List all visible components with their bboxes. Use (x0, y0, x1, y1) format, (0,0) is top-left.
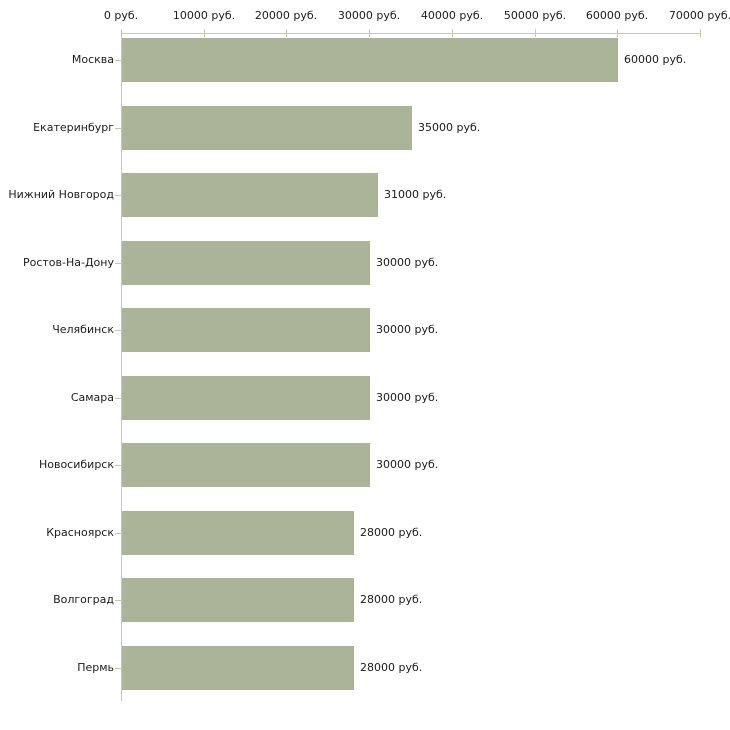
category-label: Самара (70, 391, 114, 404)
x-axis-tick-label: 70000 руб. (668, 9, 730, 22)
category-tick (115, 60, 121, 61)
x-axis-tick-label: 10000 руб. (172, 9, 236, 22)
category-label: Волгоград (53, 593, 114, 606)
x-axis-tick (121, 29, 122, 37)
bar-9 (122, 646, 354, 690)
category-tick (115, 398, 121, 399)
bar-value-label: 28000 руб. (360, 661, 423, 674)
category-label: Челябинск (52, 323, 114, 336)
bar-value-label: 28000 руб. (360, 526, 423, 539)
bar-5 (122, 376, 370, 420)
category-tick (115, 263, 121, 264)
bar-value-label: 35000 руб. (418, 121, 481, 134)
category-tick (115, 600, 121, 601)
y-axis-line (121, 33, 122, 701)
bar-value-label: 30000 руб. (376, 323, 439, 336)
category-label: Ростов-На-Дону (22, 256, 114, 269)
bar-value-label: 30000 руб. (376, 458, 439, 471)
bar-4 (122, 308, 370, 352)
bar-value-label: 60000 руб. (624, 53, 687, 66)
category-label: Нижний Новгород (8, 188, 114, 201)
bar-7 (122, 511, 354, 555)
x-axis-tick (535, 29, 536, 37)
category-tick (115, 465, 121, 466)
x-axis-tick (452, 29, 453, 37)
x-axis-tick (617, 29, 618, 37)
bar-value-label: 31000 руб. (384, 188, 447, 201)
x-axis-line (121, 33, 701, 34)
x-axis-tick-label: 20000 руб. (254, 9, 318, 22)
x-axis-tick (369, 29, 370, 37)
bar-8 (122, 578, 354, 622)
bar-6 (122, 443, 370, 487)
category-tick (115, 668, 121, 669)
category-tick (115, 330, 121, 331)
bar-0 (122, 38, 618, 82)
bar-value-label: 30000 руб. (376, 256, 439, 269)
bar-1 (122, 106, 412, 150)
x-axis-tick-label: 30000 руб. (337, 9, 401, 22)
x-axis-tick (204, 29, 205, 37)
category-label: Новосибирск (38, 458, 114, 471)
x-axis-tick (700, 29, 701, 37)
x-axis-tick (286, 29, 287, 37)
bar-3 (122, 241, 370, 285)
category-label: Пермь (77, 661, 114, 674)
category-label: Екатеринбург (33, 121, 114, 134)
category-tick (115, 128, 121, 129)
category-tick (115, 533, 121, 534)
x-axis-tick-label: 50000 руб. (503, 9, 567, 22)
x-axis-tick-label: 40000 руб. (420, 9, 484, 22)
bar-2 (122, 173, 378, 217)
bar-value-label: 30000 руб. (376, 391, 439, 404)
category-label: Москва (71, 53, 114, 66)
x-axis-tick-label: 60000 руб. (585, 9, 649, 22)
category-label: Красноярск (46, 526, 114, 539)
category-tick (115, 195, 121, 196)
bar-value-label: 28000 руб. (360, 593, 423, 606)
x-axis-tick-label: 0 руб. (103, 9, 139, 22)
